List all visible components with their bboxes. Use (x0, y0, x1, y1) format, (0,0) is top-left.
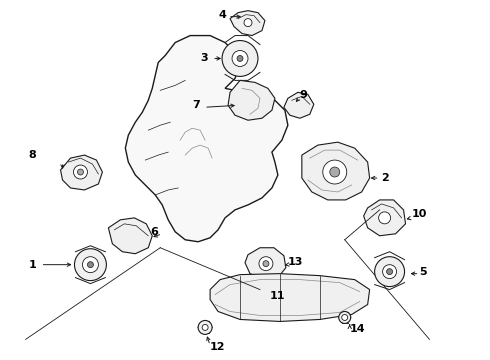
Text: 4: 4 (218, 10, 226, 20)
Circle shape (375, 257, 405, 287)
Circle shape (244, 19, 252, 27)
Circle shape (379, 212, 391, 224)
Circle shape (198, 320, 212, 334)
Polygon shape (245, 248, 286, 280)
Circle shape (222, 41, 258, 76)
Polygon shape (364, 200, 406, 236)
Circle shape (82, 257, 98, 273)
Text: 7: 7 (192, 100, 200, 110)
Text: 13: 13 (288, 257, 303, 267)
Text: 8: 8 (28, 150, 36, 160)
Polygon shape (228, 80, 275, 120)
Text: 9: 9 (300, 90, 308, 100)
Text: 14: 14 (350, 324, 366, 334)
Text: 5: 5 (419, 267, 427, 276)
Polygon shape (108, 218, 152, 254)
Polygon shape (284, 92, 314, 118)
Circle shape (77, 169, 83, 175)
Text: 1: 1 (28, 260, 36, 270)
Text: 3: 3 (200, 54, 208, 63)
Circle shape (259, 257, 273, 271)
Text: 12: 12 (210, 342, 225, 352)
Circle shape (74, 165, 87, 179)
Circle shape (387, 269, 392, 275)
Circle shape (323, 160, 347, 184)
Circle shape (342, 315, 348, 320)
Circle shape (383, 265, 396, 279)
Polygon shape (230, 11, 265, 36)
Circle shape (339, 311, 351, 323)
Text: 10: 10 (412, 209, 427, 219)
Circle shape (237, 55, 243, 62)
Circle shape (202, 324, 208, 330)
Circle shape (74, 249, 106, 280)
Circle shape (263, 261, 269, 267)
Circle shape (232, 50, 248, 67)
Polygon shape (125, 36, 288, 242)
Circle shape (330, 167, 340, 177)
Text: 11: 11 (270, 291, 286, 301)
Polygon shape (210, 274, 369, 321)
Text: 6: 6 (150, 227, 158, 237)
Circle shape (87, 262, 94, 268)
Text: 2: 2 (382, 173, 390, 183)
Polygon shape (61, 155, 102, 190)
Polygon shape (302, 142, 369, 200)
